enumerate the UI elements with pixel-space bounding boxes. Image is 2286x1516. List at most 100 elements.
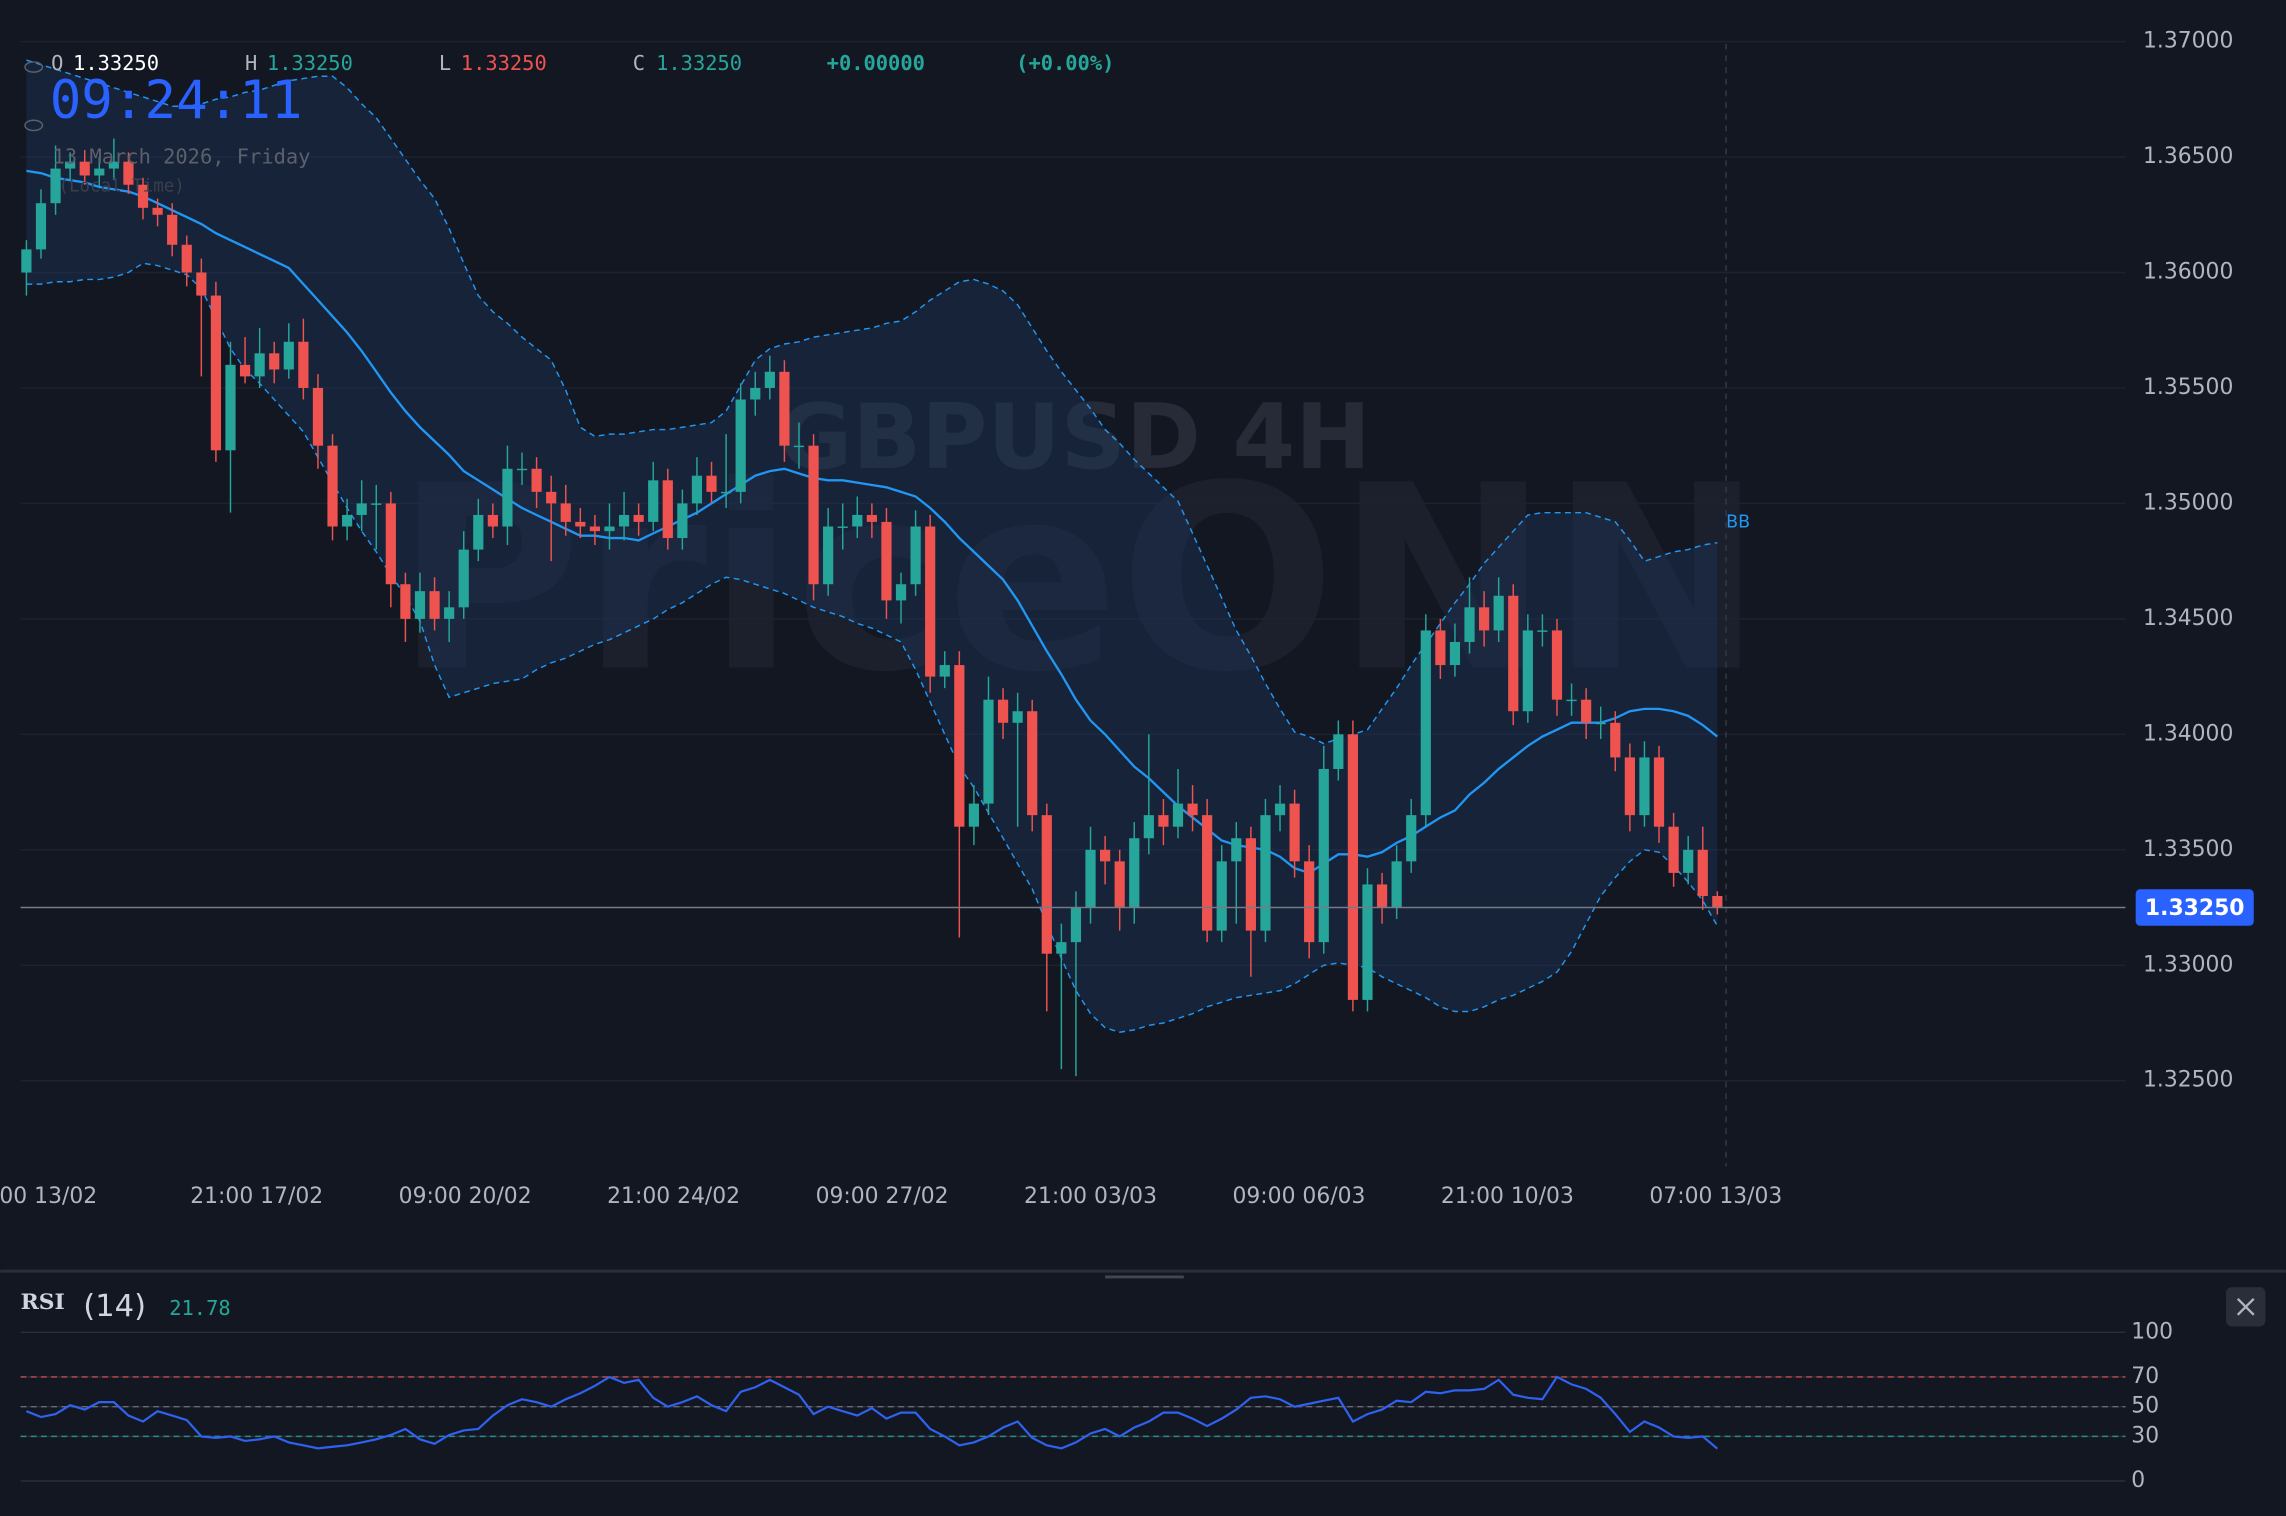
candle-body (283, 341, 294, 370)
rsi-line (26, 1375, 1719, 1450)
candle-body (108, 161, 119, 169)
candle-body (1508, 595, 1519, 712)
watermark: PriceONN (395, 431, 1763, 728)
candle-body (1551, 630, 1563, 700)
candle-body (1274, 803, 1286, 816)
candle-body (808, 445, 819, 585)
candle-body (706, 475, 717, 492)
candle-body (750, 387, 761, 400)
legend-value: 1.33250 (461, 51, 547, 75)
candle-body (866, 514, 877, 522)
candle-body (1129, 838, 1140, 908)
candle-body (1143, 815, 1154, 839)
candle-body (1085, 849, 1096, 908)
candle-body (823, 526, 834, 585)
candle-body (1056, 942, 1067, 954)
timezone: (Local Time) (58, 177, 184, 197)
y-tick-label: 1.36500 (2143, 144, 2233, 169)
candle-body (414, 591, 426, 619)
candle-body (997, 699, 1009, 723)
legend-value: 1.33250 (656, 51, 742, 75)
bb-lower (26, 262, 1718, 1033)
candle-body (910, 526, 921, 585)
legend-change: +0.00000 (827, 51, 925, 75)
x-tick-label: 09:00 20/02 (399, 1184, 532, 1209)
eye-icon[interactable] (24, 119, 44, 132)
x-tick-label: 21:00 03/03 (1024, 1184, 1157, 1209)
candle-body (546, 491, 557, 504)
symbol-watermark: GBPUSD 4H (778, 385, 1371, 490)
candle-body (895, 584, 907, 601)
candle-body (35, 203, 47, 250)
candle-body (94, 168, 105, 176)
candle-body (1231, 838, 1242, 862)
legend-label: C (633, 51, 645, 75)
bb-label: BB (1726, 512, 1750, 532)
rsi-tick-label: 0 (2131, 1468, 2145, 1493)
candle-body (50, 168, 61, 204)
candle-body (633, 514, 644, 522)
rsi-tick-label: 30 (2131, 1423, 2159, 1448)
price-plot: BB (20, 40, 2126, 1167)
y-tick-label: 1.37000 (2143, 29, 2233, 54)
candle-body (487, 514, 498, 527)
candle-body (502, 468, 513, 527)
candle-body (137, 184, 149, 208)
candle-body (1245, 838, 1256, 931)
legend-label: H (245, 51, 257, 75)
legend-label: O (51, 51, 63, 75)
rsi-name: RSI (21, 1289, 65, 1315)
candle-body (429, 591, 440, 619)
candle-body (793, 445, 805, 448)
candle-body (65, 161, 76, 169)
candle-body (225, 364, 236, 451)
y-tick-label: 1.34000 (2143, 721, 2233, 746)
candle-body (1449, 641, 1461, 666)
candle-body (1712, 895, 1723, 908)
candle-body (779, 371, 790, 446)
candle-body (341, 514, 353, 527)
candle-body (254, 353, 265, 377)
candle-body (1041, 815, 1052, 954)
y-tick-label: 1.35500 (2143, 375, 2233, 400)
candle-body (1347, 734, 1359, 1000)
x-tick-label: 07:00 13/03 (1649, 1184, 1782, 1209)
x-tick-label: 09:00 06/03 (1232, 1184, 1365, 1209)
candle-body (1406, 815, 1417, 862)
rsi-period: (14) (83, 1289, 146, 1324)
candle-body (385, 503, 396, 585)
candle-body (1537, 630, 1548, 632)
candle-body (1362, 884, 1373, 1000)
x-tick-label: 21:00 17/02 (190, 1184, 323, 1209)
candle-body (735, 399, 746, 492)
y-tick-label: 1.34500 (2143, 606, 2233, 631)
candle-body (1202, 815, 1213, 931)
candle-body (196, 272, 207, 296)
rsi-plot (20, 1331, 2126, 1482)
candle-body (1610, 722, 1621, 758)
rsi-value: 21.78 (169, 1296, 230, 1320)
candle-body (1493, 595, 1504, 631)
candle-body (1581, 699, 1592, 723)
date: 13 March 2026, Friday (53, 144, 311, 168)
candle-body (1216, 861, 1227, 931)
x-tick-label: 00 13/02 (0, 1184, 97, 1209)
bb-middle (26, 169, 1719, 875)
candle-body (1070, 907, 1082, 943)
candle-body (691, 475, 703, 504)
candle-body (473, 514, 484, 550)
candle-body (1522, 630, 1533, 712)
y-tick-label: 1.33500 (2143, 837, 2233, 862)
close-icon (2236, 1297, 2255, 1316)
candle-body (560, 503, 571, 522)
candle-body (1624, 757, 1635, 816)
eye-icon[interactable] (24, 61, 44, 73)
candle-body (79, 161, 90, 176)
legend-value: 1.33250 (73, 51, 159, 75)
legend-label: L (439, 51, 451, 75)
candle-body (1478, 607, 1490, 631)
candle-body (181, 244, 192, 273)
candle-body (852, 514, 863, 527)
candle-body (764, 371, 775, 388)
